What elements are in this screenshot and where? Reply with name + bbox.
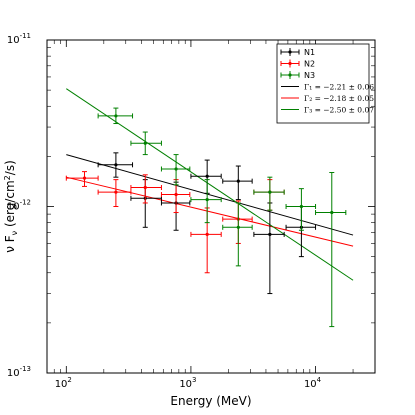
marker: [174, 167, 178, 171]
legend-label-n3: N3: [304, 71, 315, 80]
y-tick-label: 10-12: [7, 199, 31, 213]
marker: [114, 163, 118, 167]
data-point: [130, 174, 162, 204]
data-point: [253, 179, 285, 211]
marker: [143, 141, 147, 145]
fit-lines: [66, 88, 354, 281]
legend-marker: [288, 50, 292, 54]
legend-fit-label-1: Γ₁ = −2.21 ± 0.06: [304, 83, 374, 92]
marker: [143, 185, 147, 190]
data-point: [222, 200, 253, 244]
legend: N1 N2 N3 Γ₁ = −2.21 ± 0.06 Γ₂ = −2.18 ± 0.05…: [276, 43, 374, 124]
legend-fit-label-2: Γ₂ = −2.18 ± 0.05: [304, 94, 374, 103]
legend-marker: [288, 61, 292, 66]
marker: [174, 192, 178, 197]
data-point: [160, 154, 191, 186]
data-point: [97, 152, 134, 178]
legend-marker: [288, 73, 292, 77]
fit-line-3: [66, 88, 354, 281]
x-tick-label: 103: [179, 376, 196, 390]
data-point: [285, 188, 317, 231]
data-point: [253, 202, 285, 295]
legend-label-n2: N2: [304, 60, 315, 69]
x-tick-label: 102: [55, 376, 72, 390]
legend-fit-label-3: Γ₃ = −2.50 ± 0.07: [304, 106, 374, 115]
x-tick-label: 104: [304, 376, 322, 390]
marker: [268, 190, 272, 194]
y-tick-label: 10-11: [7, 32, 31, 46]
y-axis-label: ν Fν (erg/cm2/s): [3, 160, 19, 253]
data-point: [130, 131, 162, 156]
marker: [236, 179, 240, 183]
axes: 102 103 104 10-13 10-12 10-11: [7, 32, 376, 390]
data-point: [222, 165, 253, 201]
marker: [268, 232, 272, 236]
marker: [82, 176, 87, 180]
data-point: [65, 171, 99, 187]
marker: [330, 210, 334, 215]
data-point: [222, 202, 253, 267]
data-point: [315, 172, 347, 328]
marker: [114, 114, 118, 118]
data-point: [97, 107, 134, 125]
data-point: [253, 176, 285, 211]
series-n3: [97, 107, 347, 328]
legend-label-n1: N1: [304, 48, 315, 57]
data-point: [190, 159, 222, 194]
marker: [205, 174, 209, 178]
marker: [205, 198, 209, 202]
fit-line-1: [66, 154, 354, 236]
marker: [114, 190, 118, 194]
x-axis-label: Energy (MeV): [170, 394, 251, 408]
marker: [205, 232, 209, 236]
marker: [299, 204, 303, 209]
fit-line-2: [66, 176, 354, 247]
data-point: [97, 179, 132, 207]
data-point: [190, 179, 222, 224]
data-point: [190, 207, 222, 274]
data-points: [65, 107, 347, 328]
marker: [236, 225, 240, 229]
y-tick-label: 10-13: [7, 365, 31, 379]
